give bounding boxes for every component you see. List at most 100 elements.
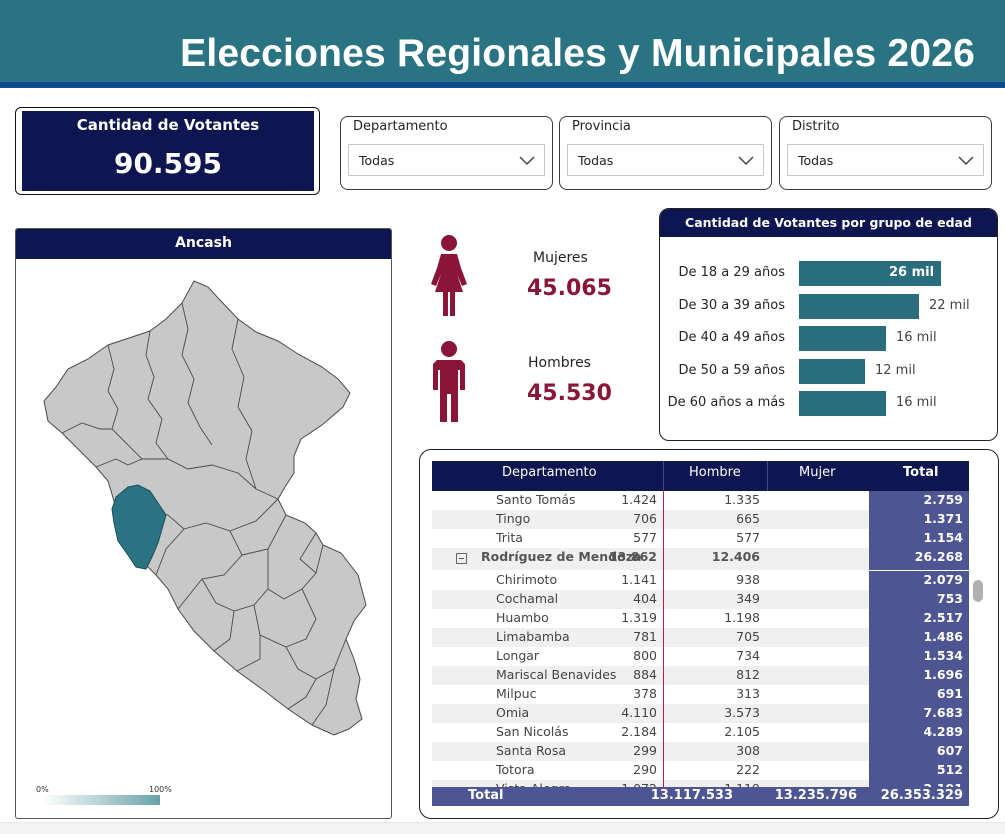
cell-hombre: 404 — [633, 591, 657, 606]
cell-hombre: 378 — [633, 686, 657, 701]
table-row[interactable]: Mariscal Benavides 884 812 1.696 — [432, 666, 969, 685]
cell-name: Chirimoto — [496, 572, 558, 587]
age-bar-value: 22 mil — [929, 297, 970, 313]
cell-total-bg: 7.683 — [869, 704, 969, 723]
chevron-down-icon — [958, 156, 974, 166]
cell-mujer: 349 — [736, 591, 760, 606]
cell-mujer: 313 — [736, 686, 760, 701]
women-label: Mujeres — [533, 250, 588, 266]
votantes-table: Departamento Hombre Mujer Total Santo To… — [419, 449, 999, 819]
table-scrollbar-thumb[interactable] — [973, 580, 983, 602]
column-separator-line — [663, 491, 664, 787]
cell-hombre: 4.110 — [621, 705, 657, 720]
table-row[interactable]: Vista Alegre 1.072 1.119 2.191 — [432, 780, 969, 787]
cell-name: Mariscal Benavides — [496, 667, 617, 682]
dropdown-value: Todas — [798, 153, 834, 168]
cell-total: 26.268 — [914, 549, 963, 564]
woman-icon — [431, 235, 467, 316]
age-bar-value: 16 mil — [896, 395, 937, 410]
men-label: Hombres — [528, 355, 591, 371]
cell-total: 1.696 — [923, 667, 963, 682]
table-row[interactable]: Santa Rosa 299 308 607 — [432, 742, 969, 761]
cell-name: Santo Tomás — [496, 492, 576, 507]
cell-total-bg: 753 — [869, 590, 969, 609]
cell-total-bg: 1.486 — [869, 628, 969, 647]
men-value: 45.530 — [527, 381, 612, 406]
footer-hombre: 13.117.533 — [650, 788, 733, 803]
report-header: Elecciones Regionales y Municipales 2026 — [0, 0, 1005, 88]
cell-mujer: 665 — [736, 511, 760, 526]
kpi-label: Cantidad de Votantes — [76, 116, 260, 134]
distrito-dropdown[interactable]: Todas — [787, 144, 984, 176]
age-bar[interactable] — [799, 293, 919, 319]
cell-mujer: 734 — [736, 648, 760, 663]
slicer-label: Departamento — [353, 119, 448, 134]
cell-mujer: 577 — [736, 530, 760, 545]
cell-name: Omia — [496, 705, 530, 720]
cell-name: Vista Alegre — [496, 781, 571, 787]
column-header-total[interactable]: Total — [903, 465, 939, 480]
chevron-down-icon — [519, 156, 535, 166]
cell-hombre: 290 — [633, 762, 657, 777]
cell-name: Totora — [496, 762, 535, 777]
cell-hombre: 800 — [633, 648, 657, 663]
column-header-mujer[interactable]: Mujer — [799, 465, 836, 480]
cell-hombre: 1.141 — [621, 572, 657, 587]
map-region-ancash[interactable] — [111, 484, 167, 570]
cell-total: 2.191 — [923, 781, 963, 787]
table-row[interactable]: Santo Tomás 1.424 1.335 2.759 — [432, 491, 969, 510]
departamento-dropdown[interactable]: Todas — [348, 144, 545, 176]
age-bar[interactable] — [799, 261, 941, 286]
table-row[interactable]: Chirimoto 1.141 938 2.079 — [432, 571, 969, 590]
age-bar[interactable] — [799, 358, 865, 384]
map-title: Ancash — [175, 235, 232, 251]
cell-total-bg: 1.696 — [869, 666, 969, 685]
table-row[interactable]: Limabamba 781 705 1.486 — [432, 628, 969, 647]
table-row[interactable]: Trita 577 577 1.154 — [432, 529, 969, 548]
cell-name: Tingo — [496, 511, 531, 526]
table-row[interactable]: Totora 290 222 512 — [432, 761, 969, 780]
dropdown-value: Todas — [578, 153, 614, 168]
table-row[interactable]: Milpuc 378 313 691 — [432, 685, 969, 704]
age-category-label: De 30 a 39 años — [678, 297, 785, 313]
table-group-row[interactable]: Rodríguez de Mendoza 13.862 12.406 26.268 — [432, 548, 969, 570]
slicer-label: Distrito — [792, 119, 840, 134]
cell-total-bg: 2.079 — [869, 571, 969, 590]
cell-total: 512 — [936, 762, 963, 777]
column-header-hombre[interactable]: Hombre — [689, 465, 741, 480]
cell-mujer: 222 — [736, 762, 760, 777]
table-row[interactable]: Omia 4.110 3.573 7.683 — [432, 704, 969, 723]
table-row[interactable]: Tingo 706 665 1.371 — [432, 510, 969, 529]
peru-map[interactable] — [16, 259, 392, 779]
collapse-icon[interactable] — [456, 553, 467, 564]
footer-total: 26.353.329 — [880, 788, 963, 803]
footer-mujer: 13.235.796 — [774, 788, 857, 803]
cell-total: 2.079 — [923, 572, 963, 587]
provincia-dropdown[interactable]: Todas — [567, 144, 764, 176]
cell-hombre: 1.319 — [621, 610, 657, 625]
cell-mujer: 308 — [736, 743, 760, 758]
kpi-card-inner: Cantidad de Votantes 90.595 — [22, 111, 314, 191]
cell-total: 1.486 — [923, 629, 963, 644]
age-bar[interactable] — [799, 391, 886, 416]
cell-mujer: 812 — [736, 667, 760, 682]
cell-total-bg: 691 — [869, 685, 969, 704]
age-category-label: De 18 a 29 años — [678, 265, 785, 280]
report-title: Elecciones Regionales y Municipales 2026 — [180, 32, 975, 75]
kpi-card-votantes: Cantidad de Votantes 90.595 — [15, 107, 320, 195]
cell-mujer: 2.105 — [724, 724, 760, 739]
age-bar-value: 16 mil — [896, 330, 937, 345]
chevron-down-icon — [738, 156, 754, 166]
cell-total: 2.517 — [923, 610, 963, 625]
map-card: Ancash 0% 10 — [15, 228, 392, 819]
cell-name: San Nicolás — [496, 724, 569, 739]
table-row[interactable]: Huambo 1.319 1.198 2.517 — [432, 609, 969, 628]
legend-min-label: 0% — [36, 785, 49, 794]
table-row[interactable]: Longar 800 734 1.534 — [432, 647, 969, 666]
table-row[interactable]: San Nicolás 2.184 2.105 4.289 — [432, 723, 969, 742]
table-row[interactable]: Cochamal 404 349 753 — [432, 590, 969, 609]
column-divider — [767, 461, 768, 491]
column-header-departamento[interactable]: Departamento — [502, 465, 597, 480]
age-bar[interactable] — [799, 326, 886, 351]
age-bar-value: 12 mil — [875, 362, 916, 378]
